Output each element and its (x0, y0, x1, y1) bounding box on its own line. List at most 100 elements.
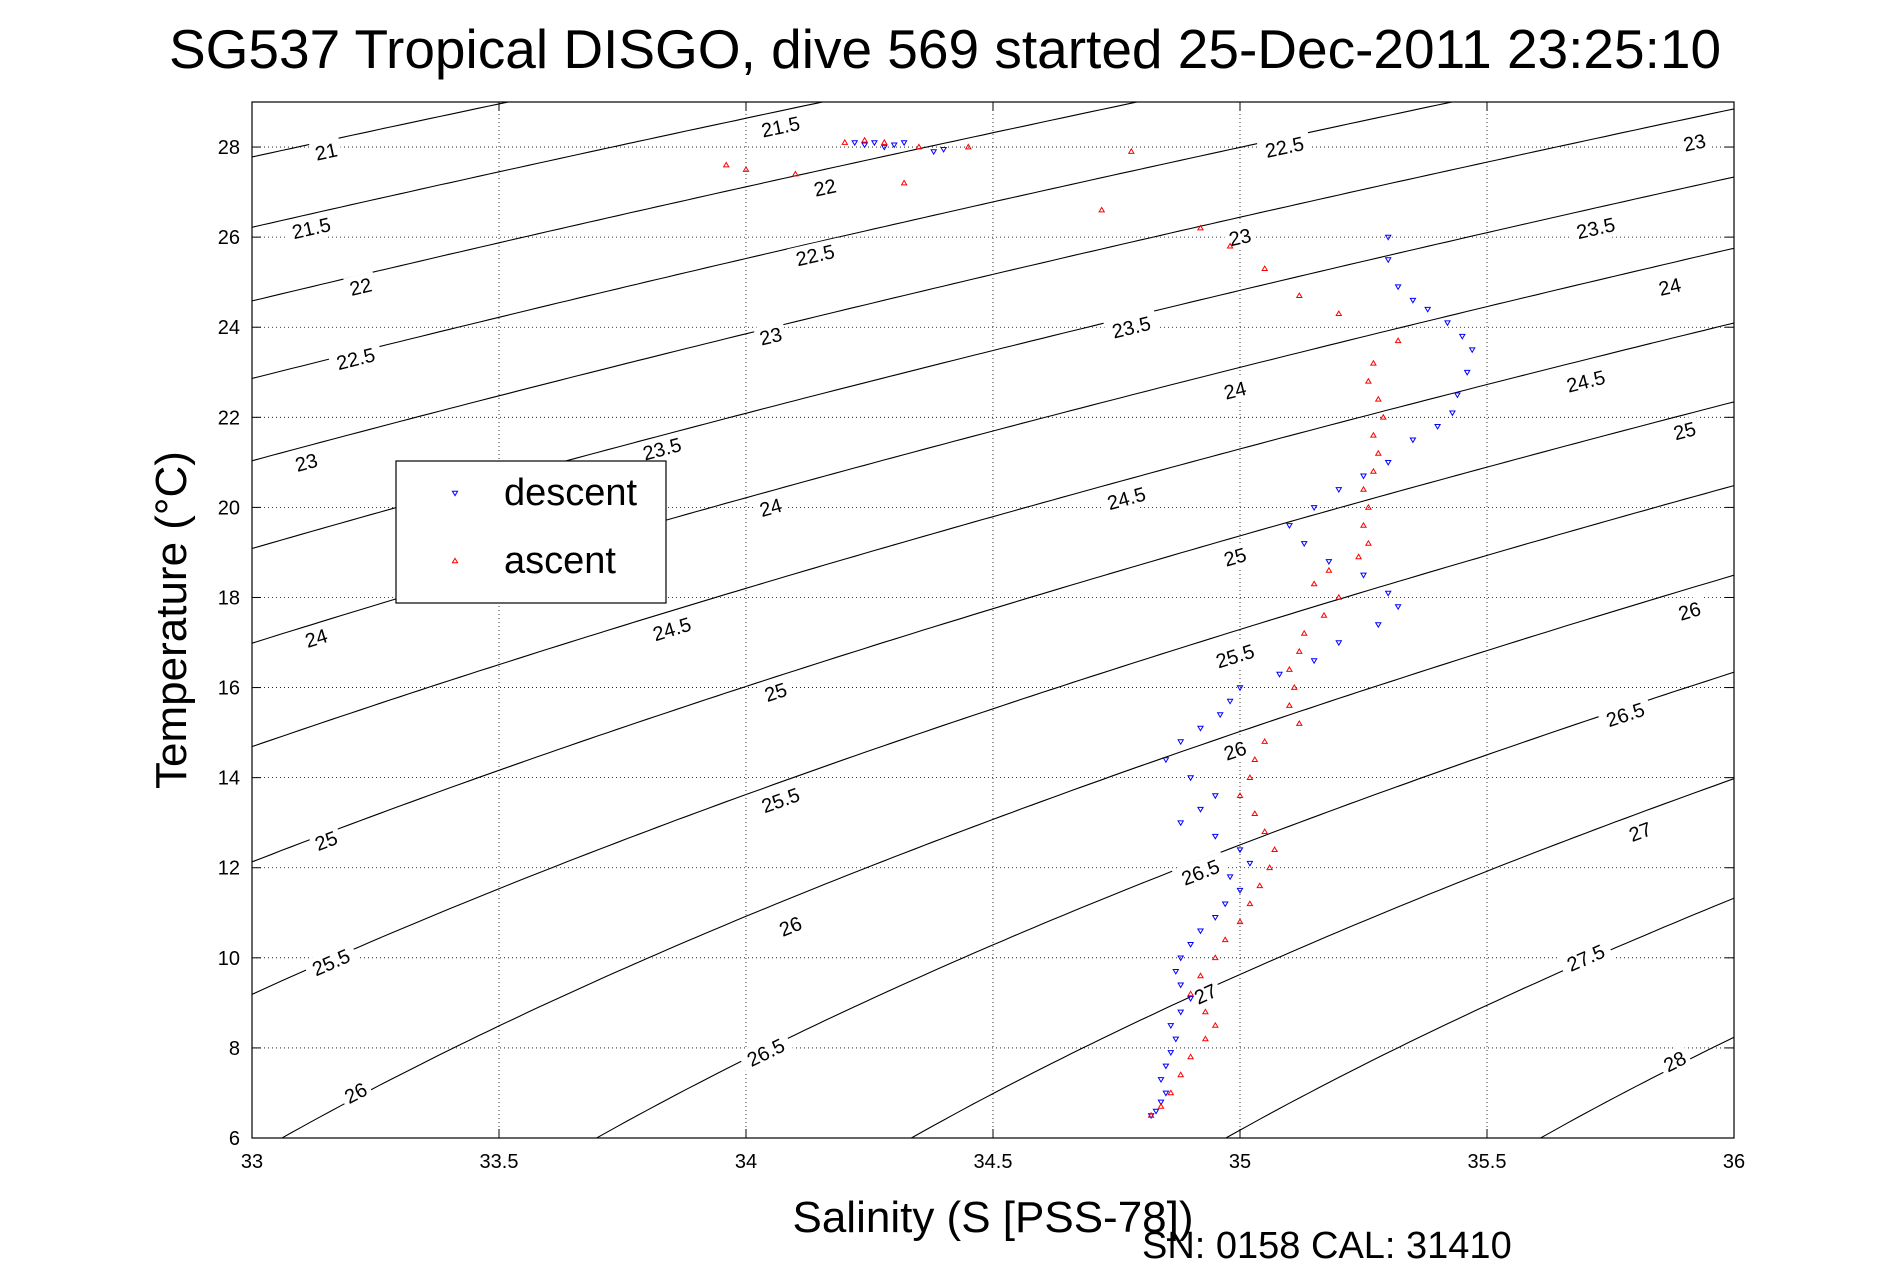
ascent-point (791, 170, 799, 177)
ascent-point (1221, 936, 1229, 943)
descent-point (1463, 369, 1471, 376)
contour-label-background (1171, 851, 1230, 893)
descent-point (1172, 1036, 1180, 1043)
descent-point (1236, 887, 1244, 894)
contour-label-background (327, 340, 384, 377)
ascent-point (1236, 918, 1244, 925)
descent-point (1384, 460, 1392, 466)
ascent-point (1211, 1021, 1219, 1028)
contour-label-text: 24 (1222, 378, 1249, 405)
ascent-point (1098, 206, 1106, 213)
isopycnal-line (252, 102, 511, 158)
ascent-point (1271, 846, 1279, 852)
contour-label-text: 23 (1227, 225, 1254, 251)
ascent-point (1285, 702, 1293, 708)
descent-point (1177, 739, 1185, 746)
descent-point (1167, 1050, 1175, 1056)
descent-point (1384, 234, 1392, 241)
ascent-point (1251, 756, 1259, 762)
ascent-point (1236, 792, 1244, 798)
isopycnal-line (252, 102, 826, 228)
contour-label-background (1655, 1043, 1694, 1079)
contour-label: 25 (1667, 415, 1703, 447)
ascent-point (1335, 593, 1343, 600)
contour-label: 24 (298, 622, 335, 654)
ascent-point (1360, 485, 1367, 492)
data-series (722, 136, 1476, 1120)
ascent-point (1379, 413, 1387, 420)
ascent-point (1369, 359, 1377, 366)
ascent-point (880, 138, 888, 145)
descent-point (861, 142, 869, 149)
ascent-point (1374, 395, 1382, 402)
contour-label-background (288, 446, 324, 478)
descent-point (1236, 685, 1244, 692)
ascent-point (1300, 629, 1308, 636)
ascent-point (1335, 310, 1343, 316)
ascent-point (1285, 665, 1293, 672)
descent-point (1300, 541, 1308, 547)
descent-point (1360, 572, 1367, 579)
isopycnal-line (252, 102, 1455, 380)
contour-label-background (1652, 271, 1688, 302)
descent-point (1434, 424, 1442, 430)
ascent-point (1360, 521, 1367, 528)
contour-label: 24 (1217, 374, 1253, 406)
descent-point (1197, 806, 1204, 813)
contour-label-background (757, 676, 794, 709)
isopycnal-contours (252, 102, 1734, 1138)
ascent-point (1355, 553, 1363, 560)
y-tick-label: 14 (218, 768, 240, 790)
isopycnal-line (252, 108, 1734, 462)
ascent-point (1295, 292, 1303, 298)
contour-label-background (308, 136, 344, 167)
descent-point (1285, 523, 1293, 529)
ascent-point (1201, 1008, 1209, 1015)
descent-point (880, 144, 888, 151)
isopycnal-line (252, 401, 1734, 863)
descent-point (1172, 969, 1180, 975)
ascent-point (1364, 503, 1372, 510)
ascent-point (1374, 449, 1382, 456)
descent-point (1211, 915, 1219, 921)
descent-point (1453, 392, 1461, 399)
legend-label-descent: descent (504, 472, 638, 514)
x-axis-label: Salinity (S [PSS-78]) (792, 1193, 1193, 1242)
ascent-point (1127, 147, 1135, 154)
contour-label-background (343, 271, 379, 302)
ascent-point (722, 161, 730, 168)
axis-ticks: 33 33.5 34 34.5 35 35.5 36 6 8 10 12 14 16 18 20 22 24 26… (218, 102, 1745, 1173)
contour-label-text: 24 (1657, 274, 1684, 300)
legend-marker-descent (451, 490, 459, 497)
ascent-point (1295, 720, 1303, 726)
descent-point (1384, 590, 1392, 597)
ascent-point (1369, 431, 1377, 438)
contour-label-background (1677, 127, 1712, 158)
descent-point (1360, 473, 1367, 480)
descent-point (1177, 1009, 1185, 1016)
contour-label-text: 21 (313, 139, 339, 165)
contour-label-background (302, 940, 360, 984)
contour-label-background (772, 909, 809, 944)
ascent-point (1290, 684, 1298, 690)
descent-point (1310, 658, 1318, 665)
contour-label-background (807, 172, 843, 203)
descent-point (1444, 320, 1451, 327)
isopycnal-line (252, 102, 1140, 302)
contour-label-background (1671, 595, 1708, 627)
x-tick-label: 33.5 (480, 1151, 519, 1173)
descent-point (1468, 347, 1476, 354)
ascent-point (1226, 242, 1234, 249)
descent-point (1221, 901, 1229, 908)
ascent-point (1261, 738, 1269, 744)
descent-point (1226, 698, 1234, 705)
ascent-point (915, 143, 923, 150)
contour-label-background (1557, 363, 1614, 400)
descent-point (1157, 1099, 1165, 1106)
x-tick-label: 33 (241, 1151, 263, 1173)
isopycnal-line (595, 671, 1734, 1138)
contour-label-background (752, 780, 810, 821)
contour-label-background (1186, 976, 1225, 1011)
isopycnal-line (280, 574, 1734, 1138)
